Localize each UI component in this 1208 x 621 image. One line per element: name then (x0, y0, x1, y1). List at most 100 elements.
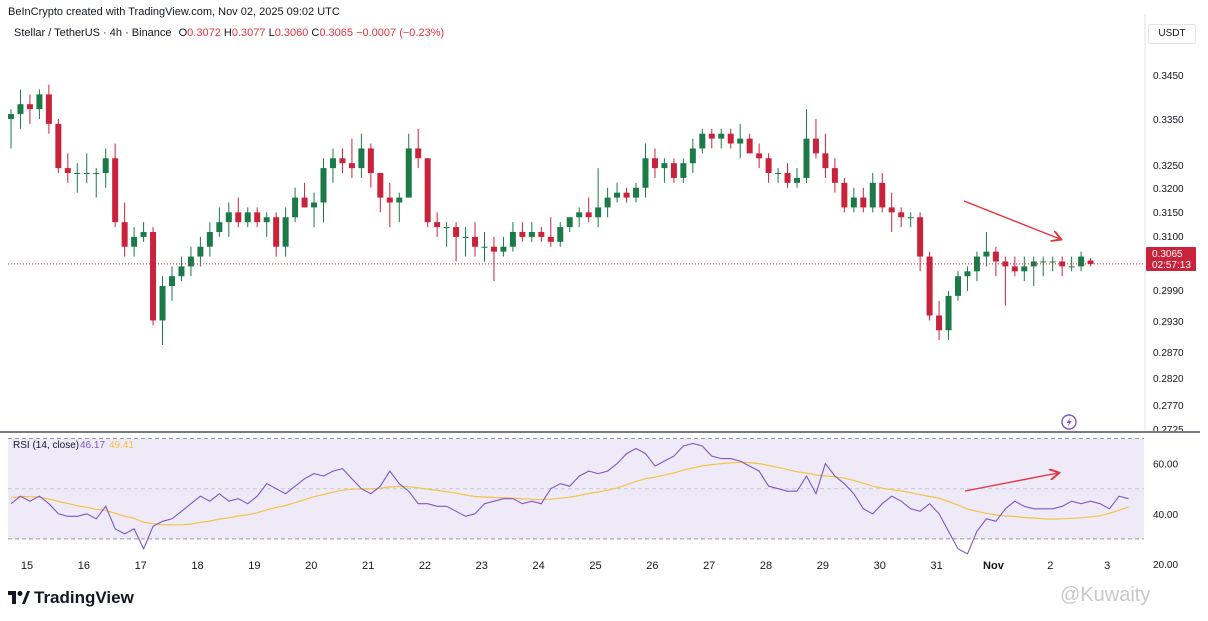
price-tick-label: 0.2870 (1153, 348, 1184, 359)
candle-body (936, 315, 943, 331)
candle-body (680, 163, 687, 178)
candle-body (898, 212, 905, 218)
candle-body (197, 246, 204, 257)
candle-body (642, 158, 649, 188)
candle-body (263, 217, 270, 223)
candle-body (765, 158, 772, 174)
candle-body (1078, 256, 1085, 267)
candle-body (367, 148, 374, 174)
candle-body (358, 148, 365, 169)
candle-body (945, 295, 952, 331)
candle-body (794, 177, 801, 183)
candle-body (860, 197, 867, 208)
price-tick-label: 0.3200 (1153, 184, 1184, 195)
candle-body (689, 148, 696, 164)
candle-body (396, 197, 403, 203)
candle-body (623, 192, 630, 198)
candle-body (121, 222, 128, 247)
time-tick-label: 28 (760, 560, 772, 572)
candle-body (140, 231, 147, 237)
candle-body (822, 153, 829, 169)
change-value: −0.0007 (−0.23%) (356, 27, 445, 39)
candle-body (784, 173, 791, 183)
high-label: H (223, 27, 232, 39)
candle-body (254, 212, 261, 223)
candle-body (159, 286, 166, 321)
time-tick-label: Nov (983, 560, 1005, 572)
candle-body (377, 173, 384, 198)
rsi-tick-label: 60.00 (1153, 460, 1178, 471)
candle-body (661, 163, 668, 169)
candle-body (1040, 261, 1047, 263)
candle-body (102, 158, 109, 174)
watermark: @Kuwaity (1060, 584, 1151, 606)
time-tick-label: 18 (191, 560, 203, 572)
time-tick-label: 27 (703, 560, 715, 572)
candle-body (803, 138, 810, 178)
candle-body (727, 133, 734, 144)
time-tick-label: 26 (646, 560, 658, 572)
last-price-tag: 0.3065 02:57:13 (1146, 247, 1196, 271)
candle-body (614, 192, 621, 198)
candle-body (500, 246, 507, 252)
candle-body (831, 168, 838, 183)
candle-body (481, 246, 488, 248)
rsi-ma-line (10, 461, 1129, 526)
open-value: 0.3072 (187, 27, 221, 39)
candle-body (812, 138, 819, 154)
price-tick-label: 0.3350 (1153, 115, 1184, 126)
tradingview-logo[interactable]: TradingView (8, 588, 134, 608)
time-tick-label: 24 (533, 560, 545, 572)
candle-body (320, 168, 327, 203)
candles-group (8, 84, 1094, 346)
candle-body (850, 197, 857, 208)
candle-body (538, 231, 545, 237)
candle-body (93, 173, 100, 175)
candle-body (168, 276, 175, 287)
creator-line: BeInCrypto created with TradingView.com,… (8, 6, 340, 18)
price-tick-label: 0.3100 (1153, 232, 1184, 243)
lightning-icon[interactable] (1061, 414, 1077, 430)
candle-body (917, 217, 924, 257)
time-tick-label: 2 (1047, 560, 1053, 572)
candle-body (519, 231, 526, 237)
candle-body (472, 236, 479, 247)
time-tick-label: 30 (874, 560, 886, 572)
candle-body (434, 222, 441, 228)
rsi-ma-value: 49.41 (109, 440, 134, 451)
candle-body (424, 158, 431, 223)
time-tick-label: 22 (419, 560, 431, 572)
candle-body (737, 138, 744, 144)
candle-body (1021, 266, 1028, 272)
symbol-legend: Stellar / TetherUS · 4h · Binance O0.307… (14, 27, 444, 39)
candle-body (216, 222, 223, 232)
candle-body (131, 236, 138, 247)
time-tick-label: 23 (476, 560, 488, 572)
candle-body (83, 173, 90, 175)
candle-body (869, 182, 876, 208)
currency-button[interactable]: USDT (1148, 24, 1196, 44)
candle-body (36, 94, 43, 110)
candle-body (973, 256, 980, 272)
candle-body (670, 163, 677, 178)
candle-body (1002, 261, 1009, 267)
price-tick-label: 0.3250 (1153, 161, 1184, 172)
bar-countdown: 02:57:13 (1152, 260, 1191, 271)
candle-body (907, 217, 914, 219)
rsi-axis: 60.00 40.00 20.00 (1153, 460, 1178, 571)
candle-body (225, 212, 232, 223)
candle-body (453, 227, 460, 237)
time-tick-label: 19 (248, 560, 260, 572)
time-tick-label: 20 (305, 560, 317, 572)
candle-body (557, 227, 564, 242)
rsi-legend-label: RSI (14, close) (13, 440, 79, 451)
candle-body (348, 163, 355, 169)
candle-body (273, 217, 280, 247)
candle-body (964, 271, 971, 277)
time-tick-label: 25 (589, 560, 601, 572)
candle-body (235, 212, 242, 223)
candle-body (746, 138, 753, 154)
candle-body (633, 187, 640, 198)
rsi-trend-arrow (964, 473, 1058, 492)
